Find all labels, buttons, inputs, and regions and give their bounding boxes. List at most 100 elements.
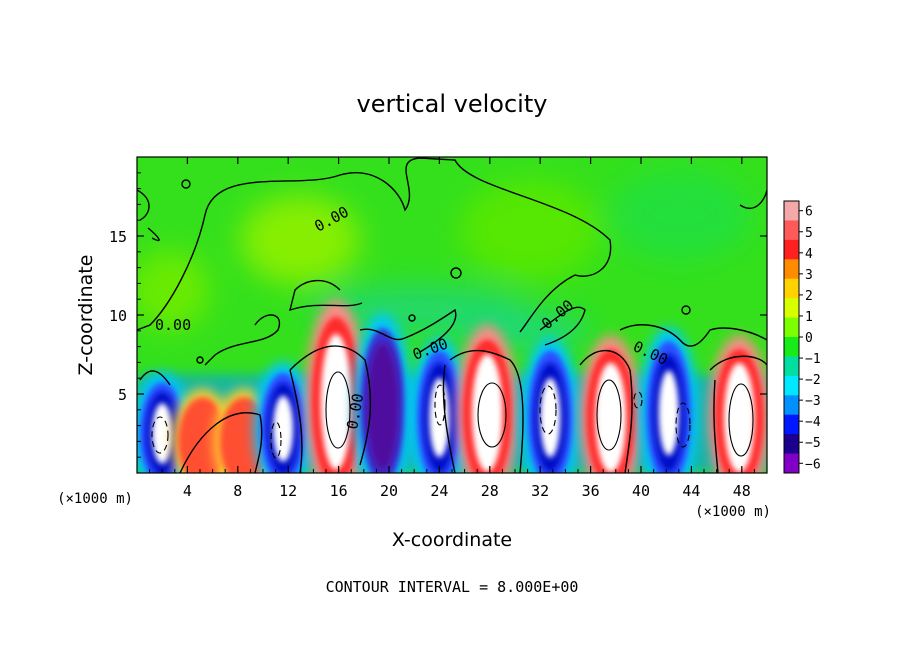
colorbar-tick-label: −4	[805, 415, 821, 430]
contour-core-negative	[675, 402, 691, 448]
contour-line	[449, 349, 524, 473]
chart-title: vertical velocity	[357, 90, 548, 118]
colorbar-tick-label: −1	[805, 352, 821, 367]
y-tick-label: 15	[109, 228, 127, 246]
contour-core-negative	[151, 416, 169, 454]
contour-core-negative	[633, 391, 643, 409]
x-unit-right: (×1000 m)	[695, 504, 771, 520]
colorbar-tick-label: −5	[805, 436, 821, 451]
cell-core	[152, 403, 173, 464]
cell-inner	[366, 342, 400, 471]
colorbar-tick-label: −6	[805, 457, 821, 472]
contour-line	[289, 369, 303, 473]
shade-patch	[610, 170, 750, 260]
colorbar-swatch	[784, 356, 799, 377]
contour-line	[713, 379, 719, 473]
updraft-cell	[708, 335, 767, 473]
x-tick-label: 4	[183, 482, 192, 500]
contour-line	[289, 279, 363, 312]
contour-core-negative	[539, 385, 557, 435]
contour-interval-footer: CONTOUR INTERVAL = 8.000E+00	[326, 578, 579, 596]
colorbar-tick-label: 0	[805, 331, 813, 346]
contour-core	[477, 382, 507, 448]
negative-contours	[151, 384, 691, 459]
downdraft-cell	[410, 337, 469, 473]
x-unit-left: (×1000 m)	[57, 491, 133, 507]
colorbar-tick-label: 6	[805, 205, 813, 220]
x-tick-label: 48	[733, 482, 751, 500]
x-tick-label: 20	[380, 482, 398, 500]
contour-label: 0.00	[155, 316, 191, 334]
velocity-cells	[137, 299, 767, 473]
downdraft-cell	[639, 327, 698, 473]
contour-line	[137, 189, 150, 221]
contour-line	[204, 157, 612, 333]
colorbar-tick-label: 2	[805, 289, 813, 304]
cell-core	[723, 362, 755, 473]
contour-line	[179, 412, 263, 473]
x-tick-label: 44	[682, 482, 700, 500]
contour-label: 0.00	[343, 392, 367, 431]
x-axis: 4 8 12 16 20 24 28 32 36 40 44 48	[149, 157, 755, 500]
shade-patch	[137, 250, 210, 330]
contour-line	[137, 214, 206, 331]
contour-line	[289, 345, 372, 466]
contour-core	[728, 383, 754, 457]
y-tick-label: 10	[109, 307, 127, 325]
contour-line	[359, 308, 457, 353]
y-axis: 5 10 15	[109, 172, 767, 458]
colorbar-tick-label: 4	[805, 247, 813, 262]
shade-patch	[240, 195, 360, 285]
contour-line	[204, 314, 281, 366]
x-tick-label: 36	[582, 482, 600, 500]
colorbar-swatch	[784, 259, 799, 280]
contour-line	[709, 355, 767, 371]
x-tick-label: 16	[330, 482, 348, 500]
colorbar: 6 5 4 3 2 1 0 −1 −2 −3 −4 −5 −6	[783, 200, 821, 474]
colorbar-swatch	[784, 278, 799, 299]
core-contours	[325, 371, 754, 457]
x-tick-label: 8	[233, 482, 242, 500]
x-tick-label: 40	[632, 482, 650, 500]
contour-line	[139, 370, 171, 386]
contour-core-negative	[270, 421, 282, 459]
x-axis-title: X-coordinate	[392, 529, 512, 551]
cell-core	[658, 370, 679, 456]
contour-line	[579, 349, 633, 473]
x-tick-label: 12	[279, 482, 297, 500]
contour-line	[739, 189, 767, 209]
colorbar-swatch	[784, 395, 799, 416]
colorbar-swatch	[784, 201, 799, 221]
contour-core	[596, 379, 622, 451]
colorbar-swatch	[784, 317, 799, 338]
colorbar-tick-label: −2	[805, 373, 821, 388]
cell-core	[320, 333, 352, 470]
downdraft-cell	[521, 337, 580, 473]
colorbar-tick-label: 3	[805, 268, 813, 283]
colorbar-tick-label: 1	[805, 310, 813, 325]
updraft-cell	[305, 299, 367, 473]
colorbar-swatch	[784, 375, 799, 396]
colorbar-swatch	[784, 337, 799, 357]
contour-core-negative	[434, 384, 446, 426]
cell-core	[429, 378, 450, 458]
colorbar-swatch	[784, 220, 799, 241]
y-axis-title: Z-coordinate	[75, 255, 97, 376]
contour-line	[442, 364, 456, 473]
zero-contours	[137, 157, 767, 473]
x-tick-label: 32	[531, 482, 549, 500]
cell-core	[273, 395, 294, 462]
colorbar-swatch	[784, 434, 799, 455]
colorbar-swatch	[784, 239, 799, 260]
contour-line	[539, 306, 586, 346]
colorbar-swatch	[784, 453, 799, 474]
cell-core	[471, 354, 503, 472]
shade-patch	[460, 180, 600, 280]
x-tick-label: 28	[481, 482, 499, 500]
downdraft-cell	[254, 362, 313, 473]
contour-loop	[196, 356, 204, 364]
x-tick-label: 24	[430, 482, 448, 500]
plot-area	[137, 157, 767, 473]
contour-line	[147, 227, 160, 242]
